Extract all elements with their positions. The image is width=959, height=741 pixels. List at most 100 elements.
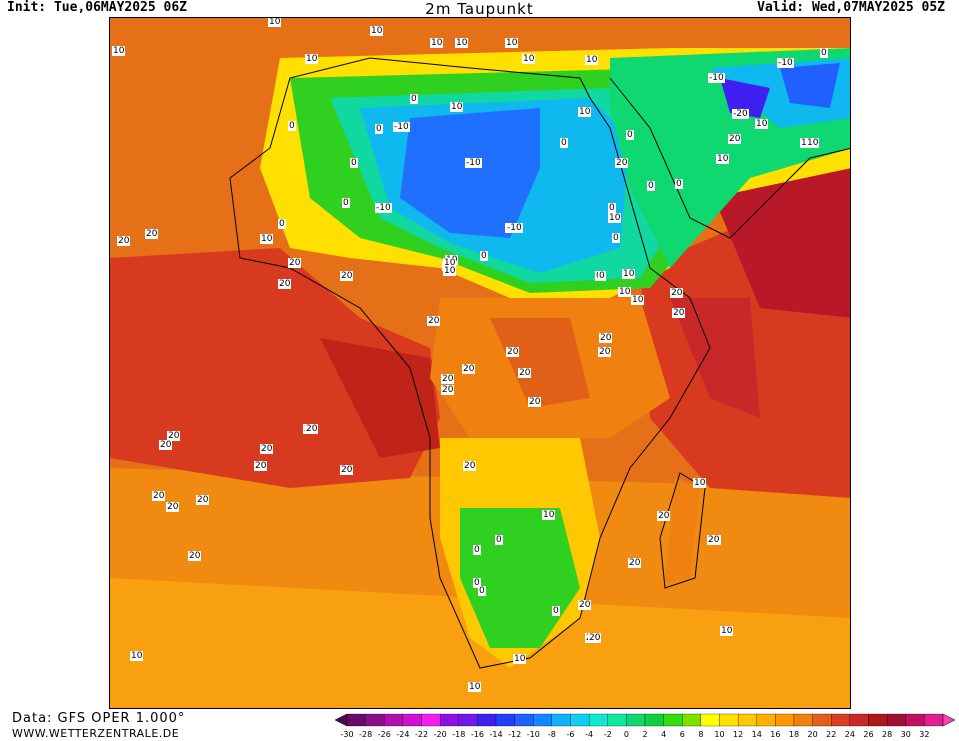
- colorbar-swatch: [533, 713, 553, 727]
- colorbar-swatch: [700, 713, 720, 727]
- contour-label: 20: [288, 258, 302, 268]
- website-link[interactable]: WWW.WETTERZENTRALE.DE: [12, 727, 180, 740]
- colorbar-swatch: [421, 713, 441, 727]
- colorbar-tick-label: 4: [661, 730, 667, 739]
- colorbar-swatch: [570, 713, 590, 727]
- dewpoint-field: [110, 18, 850, 708]
- colorbar-swatch: [849, 713, 869, 727]
- contour-label: 20: [462, 364, 476, 374]
- contour-label: -10: [777, 58, 794, 68]
- valid-time: Valid: Wed,07MAY2025 05Z: [757, 0, 945, 15]
- colorbar-tick-label: 30: [900, 730, 911, 739]
- colorbar-tick-label: 6: [679, 730, 685, 739]
- contour-label: 20: [441, 374, 455, 384]
- colorbar-swatch: [551, 713, 571, 727]
- colorbar-tick-label: -18: [452, 730, 466, 739]
- contour-label: 20: [506, 347, 520, 357]
- contour-label: 10: [468, 682, 482, 692]
- colorbar-tick-label: 0: [623, 730, 629, 739]
- contour-label: 0: [626, 130, 634, 140]
- contour-label: 10: [443, 258, 457, 268]
- colorbar-swatch: [607, 713, 627, 727]
- colorbar-swatch: [439, 713, 459, 727]
- colorbar-swatch: [756, 713, 776, 727]
- colorbar-tick-label: 12: [733, 730, 744, 739]
- contour-label: 20: [672, 308, 686, 318]
- colorbar-swatch: [588, 713, 608, 727]
- colorbar-swatch: [458, 713, 478, 727]
- colorbar-tick-label: 20: [807, 730, 818, 739]
- colorbar-swatch: [346, 713, 366, 727]
- colorbar-arrow-high: [942, 713, 956, 727]
- colorbar-swatch: [924, 713, 944, 727]
- colorbar-tick-label: -30: [340, 730, 354, 739]
- map-title: 2m Taupunkt: [425, 0, 534, 18]
- contour-label: 20: [254, 461, 268, 471]
- contour-label: 20: [260, 444, 274, 454]
- colorbar-swatch: [663, 713, 683, 727]
- contour-label: 20: [670, 288, 684, 298]
- colorbar-swatch: [626, 713, 646, 727]
- contour-label: 0: [478, 586, 486, 596]
- contour-label: 0: [350, 158, 358, 168]
- contour-label: 20: [728, 134, 742, 144]
- colorbar-tick-label: 8: [698, 730, 704, 739]
- contour-label: 20: [196, 495, 210, 505]
- contour-label: 0: [608, 203, 616, 213]
- contour-label: 10: [513, 654, 527, 664]
- colorbar-swatch: [737, 713, 757, 727]
- contour-label: 10: [631, 295, 645, 305]
- contour-label: 0: [675, 179, 683, 189]
- contour-label: 20: [159, 440, 173, 450]
- colorbar-tick-label: -14: [489, 730, 503, 739]
- contour-label: 0: [612, 233, 620, 243]
- contour-label: 20: [145, 229, 159, 239]
- colorbar-legend: -30 -28 -26 -24 -22 -20 -18 -16 -14 -12 -10 -8 -6 -4-…: [334, 712, 956, 741]
- init-time: Init: Tue,06MAY2025 06Z: [7, 0, 188, 15]
- colorbar-swatch: [719, 713, 739, 727]
- contour-label: 20: [340, 271, 354, 281]
- contour-label: 20: [427, 316, 441, 326]
- contour-label: 10: [268, 17, 282, 27]
- colorbar-swatch: [831, 713, 851, 727]
- colorbar-swatch: [868, 713, 888, 727]
- colorbar-swatch: [775, 713, 795, 727]
- contour-label: -10: [465, 158, 482, 168]
- contour-label: 10: [443, 266, 457, 276]
- contour-label: 20: [278, 279, 292, 289]
- contour-label: 10: [720, 626, 734, 636]
- colorbar-tick-label: -24: [396, 730, 410, 739]
- contour-label: -10: [393, 122, 410, 132]
- contour-label: 0: [375, 124, 383, 134]
- contour-label: 10: [693, 478, 707, 488]
- data-source: Data: GFS OPER 1.000°: [12, 711, 186, 726]
- colorbar-tick-label: -10: [526, 730, 540, 739]
- contour-label: 0: [410, 94, 418, 104]
- colorbar-tick-label: -6: [566, 730, 575, 739]
- contour-label: 10: [806, 138, 820, 148]
- colorbar-tick-label: 18: [788, 730, 800, 739]
- colorbar-swatch: [905, 713, 925, 727]
- colorbar-tick-label: 10: [714, 730, 725, 739]
- contour-label: 20: [598, 347, 612, 357]
- contour-label: 0: [473, 578, 481, 588]
- contour-label: 10: [370, 26, 384, 36]
- contour-label: 10: [622, 269, 636, 279]
- contour-label: 20: [518, 368, 532, 378]
- colorbar-swatch: [644, 713, 664, 727]
- colorbar-swatch: [402, 713, 422, 727]
- colorbar-swatch: [886, 713, 906, 727]
- contour-label: 20: [188, 551, 202, 561]
- contour-label: -10: [506, 223, 523, 233]
- contour-label: 20: [305, 424, 319, 434]
- contour-label: 20: [588, 633, 602, 643]
- contour-label: 20: [441, 385, 455, 395]
- contour-label: 0: [598, 271, 606, 281]
- contour-label: 0: [278, 219, 286, 229]
- colorbar-tick-label: -2: [603, 730, 612, 739]
- contour-label: 10: [618, 287, 632, 297]
- contour-label: 10: [260, 234, 274, 244]
- colorbar-swatch: [477, 713, 497, 727]
- contour-label: -10: [375, 203, 392, 213]
- colorbar-tick-label: 28: [882, 730, 893, 739]
